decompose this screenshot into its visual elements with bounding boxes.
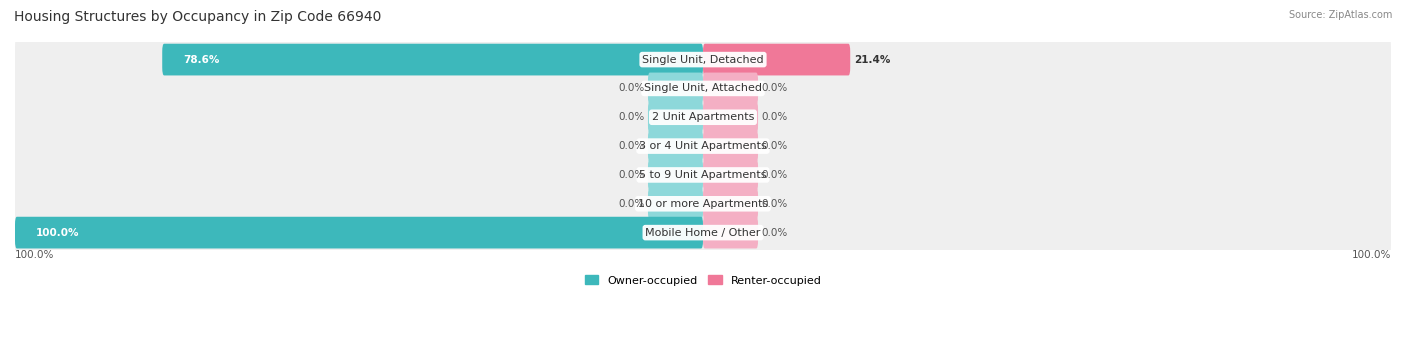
Text: 5 to 9 Unit Apartments: 5 to 9 Unit Apartments xyxy=(640,170,766,180)
Text: Housing Structures by Occupancy in Zip Code 66940: Housing Structures by Occupancy in Zip C… xyxy=(14,10,381,24)
FancyBboxPatch shape xyxy=(15,36,1391,83)
FancyBboxPatch shape xyxy=(648,101,703,133)
Text: 0.0%: 0.0% xyxy=(762,227,787,238)
Text: 3 or 4 Unit Apartments: 3 or 4 Unit Apartments xyxy=(640,141,766,151)
Text: 0.0%: 0.0% xyxy=(762,112,787,122)
FancyBboxPatch shape xyxy=(162,44,703,75)
Text: 0.0%: 0.0% xyxy=(619,112,644,122)
Text: 21.4%: 21.4% xyxy=(853,55,890,64)
FancyBboxPatch shape xyxy=(15,94,1391,141)
Text: 78.6%: 78.6% xyxy=(183,55,219,64)
Text: 0.0%: 0.0% xyxy=(619,84,644,93)
FancyBboxPatch shape xyxy=(648,188,703,220)
FancyBboxPatch shape xyxy=(703,188,758,220)
FancyBboxPatch shape xyxy=(15,180,1391,227)
Text: Single Unit, Attached: Single Unit, Attached xyxy=(644,84,762,93)
Text: Source: ZipAtlas.com: Source: ZipAtlas.com xyxy=(1288,10,1392,20)
Text: 0.0%: 0.0% xyxy=(762,199,787,209)
FancyBboxPatch shape xyxy=(648,130,703,162)
Text: 100.0%: 100.0% xyxy=(1351,250,1391,260)
FancyBboxPatch shape xyxy=(648,159,703,191)
FancyBboxPatch shape xyxy=(15,65,1391,112)
Legend: Owner-occupied, Renter-occupied: Owner-occupied, Renter-occupied xyxy=(581,271,825,290)
Text: 0.0%: 0.0% xyxy=(619,141,644,151)
Text: 100.0%: 100.0% xyxy=(15,250,55,260)
FancyBboxPatch shape xyxy=(15,122,1391,170)
FancyBboxPatch shape xyxy=(703,44,851,75)
Text: Mobile Home / Other: Mobile Home / Other xyxy=(645,227,761,238)
FancyBboxPatch shape xyxy=(703,73,758,104)
FancyBboxPatch shape xyxy=(703,217,758,249)
Text: 0.0%: 0.0% xyxy=(619,199,644,209)
Text: 0.0%: 0.0% xyxy=(762,170,787,180)
Text: 2 Unit Apartments: 2 Unit Apartments xyxy=(652,112,754,122)
Text: 0.0%: 0.0% xyxy=(619,170,644,180)
FancyBboxPatch shape xyxy=(703,101,758,133)
Text: 10 or more Apartments: 10 or more Apartments xyxy=(638,199,768,209)
Text: 0.0%: 0.0% xyxy=(762,84,787,93)
FancyBboxPatch shape xyxy=(15,209,1391,256)
Text: Single Unit, Detached: Single Unit, Detached xyxy=(643,55,763,64)
Text: 100.0%: 100.0% xyxy=(35,227,79,238)
Text: 0.0%: 0.0% xyxy=(762,141,787,151)
FancyBboxPatch shape xyxy=(648,73,703,104)
FancyBboxPatch shape xyxy=(15,151,1391,198)
FancyBboxPatch shape xyxy=(15,217,703,249)
FancyBboxPatch shape xyxy=(703,159,758,191)
FancyBboxPatch shape xyxy=(703,130,758,162)
